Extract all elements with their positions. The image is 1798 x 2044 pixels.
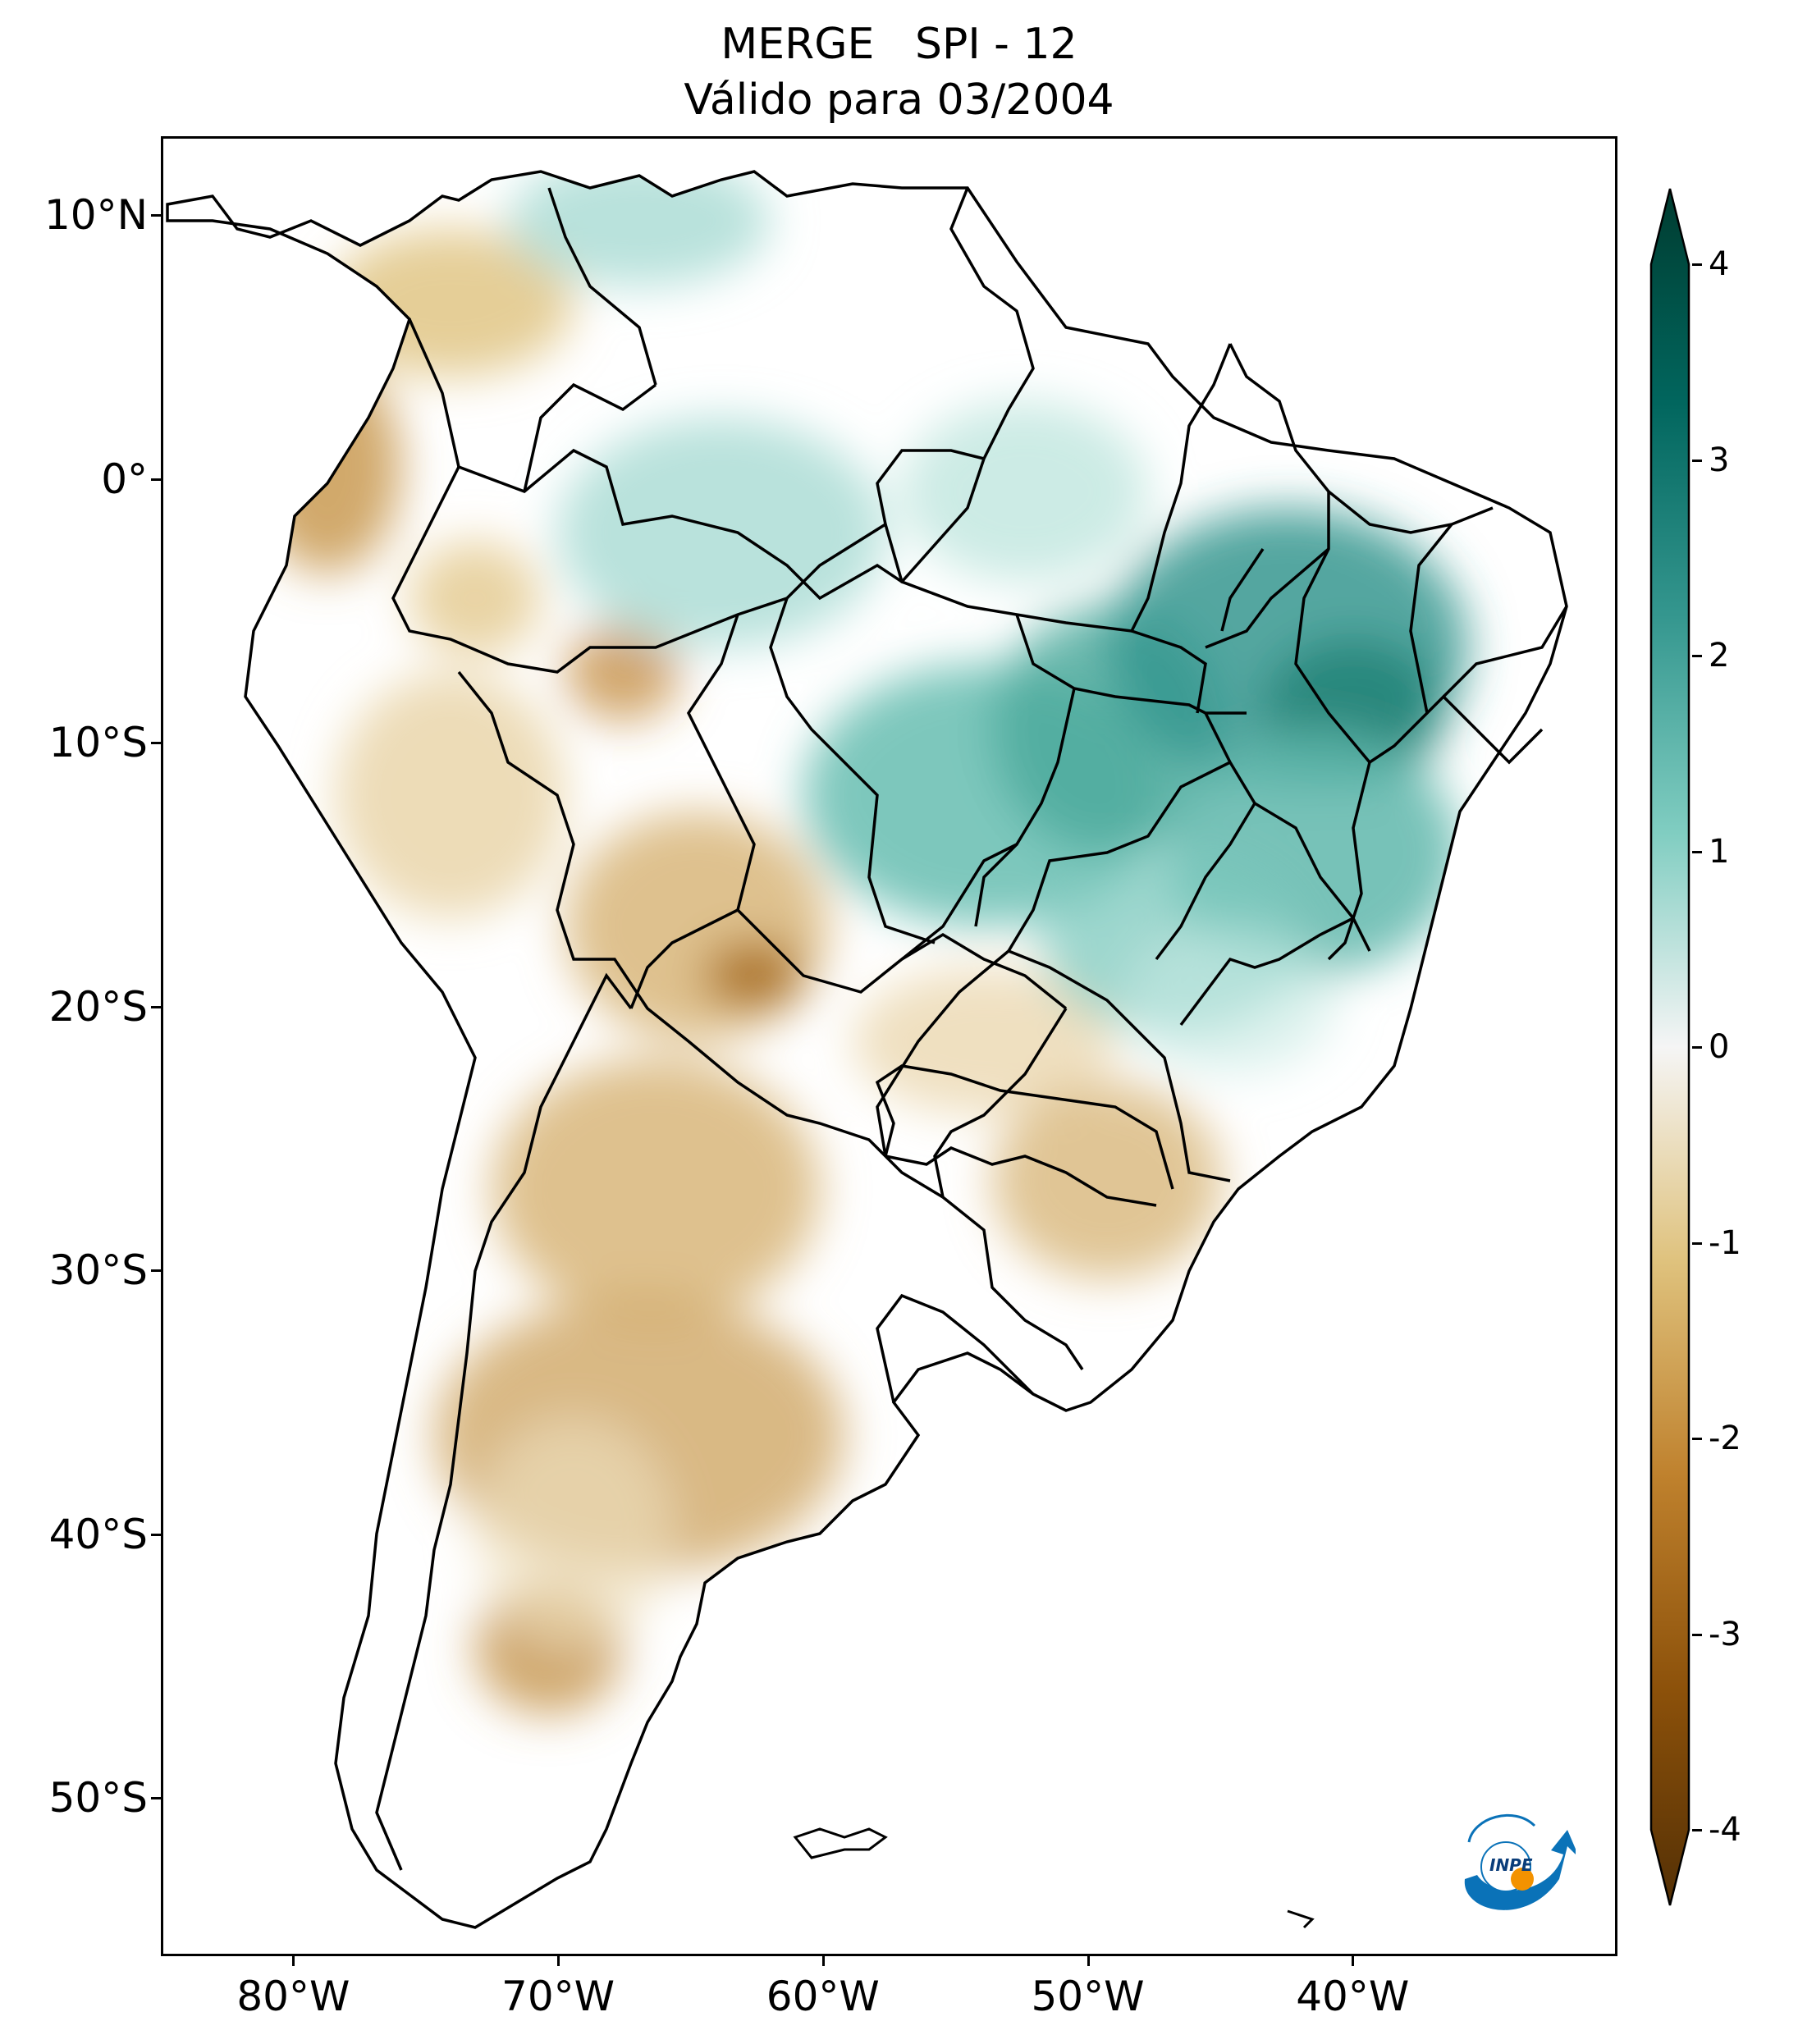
colorbar-tick-label: 4	[1709, 245, 1730, 283]
colorbar-tick-mark	[1692, 1633, 1702, 1636]
colorbar-tick-label: 2	[1709, 637, 1730, 674]
latitude-tick-label: 10°S	[48, 719, 148, 767]
latitude-tick-label: 50°S	[48, 1774, 148, 1822]
latitude-tick-mark	[151, 1005, 161, 1008]
latitude-tick-label: 0°	[101, 455, 148, 503]
longitude-tick-label: 80°W	[236, 1973, 350, 2020]
latitude-tick-label: 30°S	[48, 1246, 148, 1295]
colorbar-tick-mark	[1692, 263, 1702, 266]
spi-map	[166, 170, 1568, 1929]
latitude-tick-mark	[151, 1797, 161, 1800]
map-title: MERGE SPI - 12	[721, 20, 1077, 69]
colorbar-tick-label: 3	[1709, 441, 1730, 479]
longitude-tick-label: 60°W	[766, 1973, 880, 2020]
longitude-tick-mark	[557, 1956, 560, 1966]
longitude-tick-mark	[1087, 1956, 1090, 1966]
colorbar-tick-mark	[1692, 459, 1702, 462]
latitude-tick-label: 40°S	[48, 1510, 148, 1558]
latitude-tick-mark	[151, 214, 161, 217]
islands	[793, 1827, 1315, 1929]
coastline-and-borders	[166, 170, 1568, 1929]
colorbar-tick-mark	[1692, 1241, 1702, 1245]
longitude-tick-mark	[292, 1956, 295, 1966]
longitude-tick-label: 50°W	[1031, 1973, 1145, 2020]
colorbar-tick-mark	[1692, 1829, 1702, 1831]
longitude-tick-mark	[821, 1956, 825, 1966]
map-panel	[161, 136, 1617, 1956]
colorbar-tick-mark	[1692, 1438, 1702, 1440]
longitude-tick-mark	[1352, 1956, 1355, 1966]
inpe-logo-text: INPE	[1489, 1855, 1533, 1875]
colorbar	[1649, 185, 1690, 1912]
latitude-tick-mark	[151, 478, 161, 481]
latitude-tick-mark	[151, 1269, 161, 1273]
latitude-tick-mark	[151, 1533, 161, 1536]
latitude-tick-label: 20°S	[48, 982, 148, 1031]
colorbar-tick-label: 1	[1709, 832, 1730, 871]
colorbar-tick-mark	[1692, 655, 1702, 657]
map-subtitle: Válido para 03/2004	[684, 75, 1114, 125]
colorbar-tick-label: -1	[1709, 1223, 1741, 1262]
colorbar-tick-label: -2	[1709, 1420, 1741, 1457]
colorbar-tick-mark	[1692, 1046, 1702, 1049]
colorbar-tick-label: -4	[1709, 1811, 1741, 1849]
latitude-tick-mark	[151, 742, 161, 745]
colorbar-tick-label: 0	[1709, 1028, 1730, 1066]
colorbar-tick-mark	[1692, 850, 1702, 853]
longitude-tick-label: 40°W	[1296, 1973, 1410, 2020]
inpe-logo: INPE	[1444, 1797, 1580, 1932]
latitude-tick-label: 10°N	[43, 191, 148, 240]
colorbar-ramp	[1649, 188, 1690, 1906]
longitude-tick-label: 70°W	[501, 1973, 615, 2020]
colorbar-tick-label: -3	[1709, 1615, 1741, 1653]
